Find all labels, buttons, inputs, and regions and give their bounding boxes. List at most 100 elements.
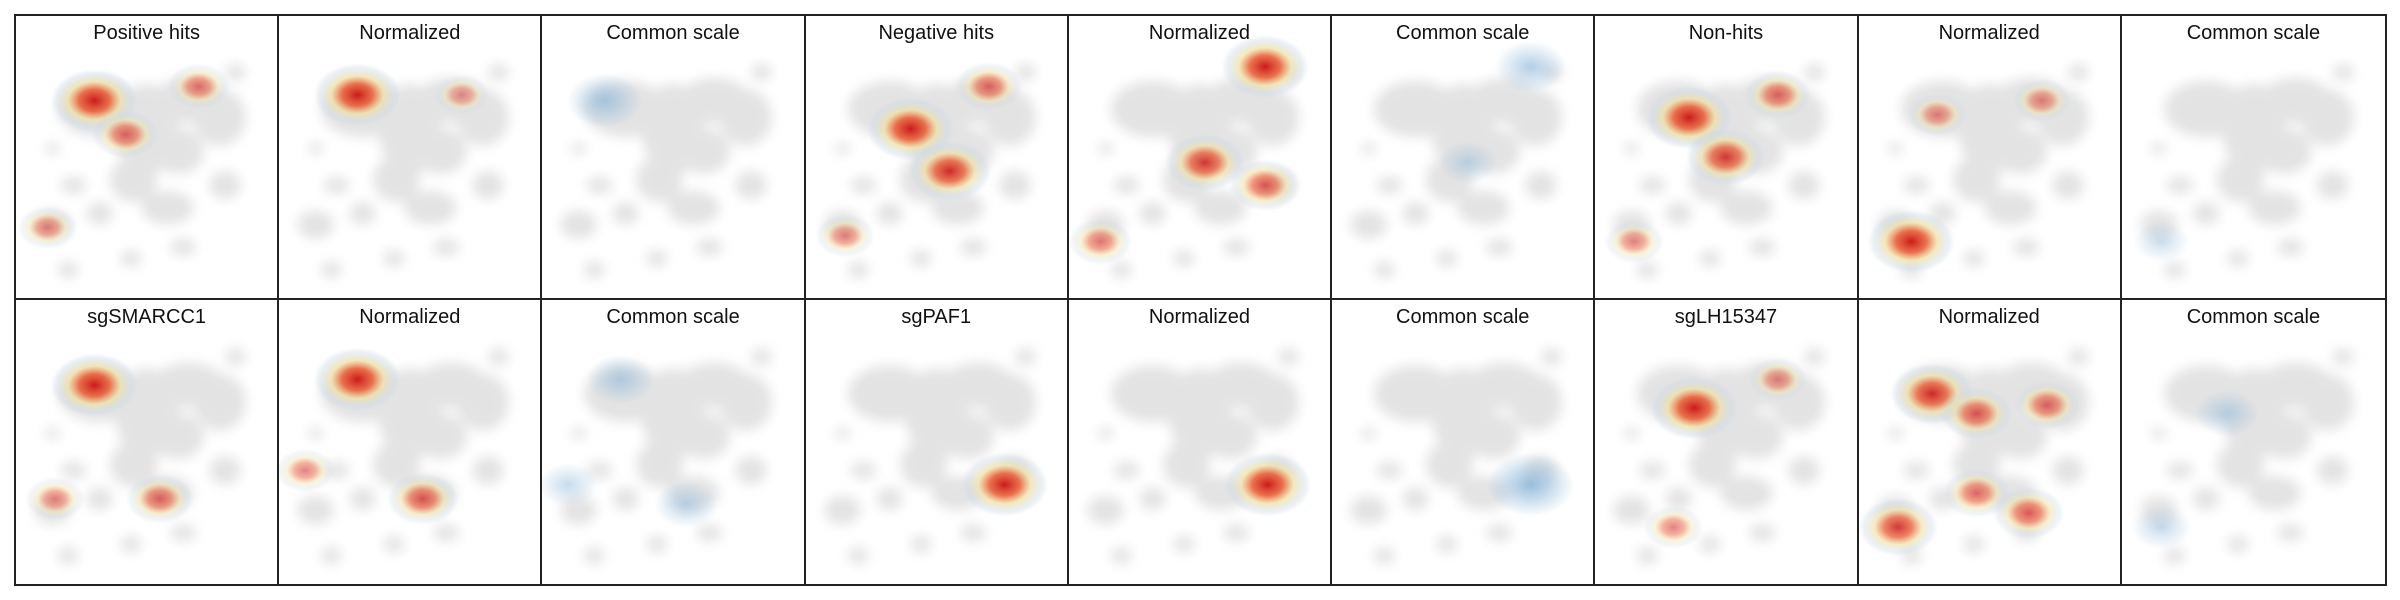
density-panel: Common scale — [2121, 16, 2385, 300]
cell-cluster — [373, 157, 421, 203]
cell-cluster — [1731, 413, 1784, 460]
cell-cluster — [1887, 142, 1903, 155]
cell-cluster — [1699, 250, 1721, 267]
density-panel: Positive hits — [16, 16, 280, 300]
cell-cluster — [1204, 413, 1257, 460]
density-hotspot — [1858, 498, 1938, 557]
cell-cluster — [2248, 190, 2301, 225]
cell-cluster — [1639, 461, 1666, 479]
cell-cluster — [678, 413, 731, 460]
cell-cluster — [1376, 461, 1403, 479]
cell-cluster — [488, 348, 510, 366]
cell-cluster — [456, 373, 510, 431]
cell-cluster — [349, 202, 376, 225]
cell-cluster — [1373, 261, 1395, 279]
cell-cluster — [560, 210, 598, 239]
cell-cluster — [1665, 487, 1692, 511]
panel-title: sgLH15347 — [1674, 306, 1778, 328]
cell-cluster — [2150, 427, 2167, 440]
density-hotspot — [1906, 92, 1967, 137]
density-panel: Common scale — [1332, 300, 1596, 584]
umap-density-grid: Positive hits Normalized Common scale Negat… — [14, 14, 2387, 586]
cell-cluster — [636, 157, 684, 203]
cell-cloud — [823, 348, 1036, 565]
cell-cluster — [2192, 202, 2220, 225]
cell-cluster — [1360, 427, 1377, 440]
density-panel: sgPAF1 — [805, 300, 1069, 584]
density-panel: Common scale — [1332, 16, 1596, 300]
cell-cluster — [1637, 261, 1659, 279]
cell-cluster — [1457, 190, 1510, 225]
panel-title: Common scale — [606, 306, 740, 328]
cell-cluster — [323, 176, 350, 194]
density-hotspot — [1748, 357, 1809, 402]
cell-cluster — [1162, 442, 1210, 488]
cell-cluster — [151, 128, 205, 174]
cell-cluster — [1467, 413, 1521, 460]
cell-cluster — [636, 442, 684, 488]
cell-cluster — [2258, 128, 2312, 174]
cell-cluster — [2227, 535, 2249, 553]
cell-cluster — [2150, 142, 2167, 155]
density-hotspot — [1604, 219, 1665, 264]
cell-cluster — [1749, 238, 1776, 256]
panel-title: Common scale — [2186, 22, 2321, 44]
density-plot — [279, 347, 510, 565]
density-plot — [1866, 63, 2089, 279]
panel-title: Common scale — [606, 22, 740, 44]
cell-cluster — [1426, 442, 1474, 488]
cell-cluster — [941, 413, 994, 460]
cell-cluster — [1509, 89, 1562, 146]
cell-cluster — [571, 142, 587, 155]
cell-cluster — [488, 63, 510, 81]
cell-cluster — [1720, 476, 1773, 511]
cell-cluster — [110, 442, 158, 488]
cell-cluster — [224, 348, 246, 366]
cell-cluster — [2166, 461, 2193, 479]
cell-cluster — [86, 202, 113, 225]
density-hotspot — [1486, 452, 1575, 517]
density-hotspot — [567, 73, 644, 129]
cell-cluster — [1402, 202, 1429, 225]
cell-cluster — [1097, 427, 1114, 440]
cell-cluster — [2216, 157, 2264, 203]
cell-cluster — [1749, 524, 1776, 542]
panel-title: Normalized — [1938, 306, 2040, 328]
cell-cluster — [209, 456, 241, 485]
cell-cluster — [1788, 456, 1820, 485]
cell-cluster — [584, 547, 606, 565]
density-hotspot — [50, 353, 139, 418]
density-plot — [560, 63, 773, 279]
density-hotspot — [125, 474, 194, 524]
density-panel: sgSMARCC1 — [16, 300, 280, 584]
cell-cluster — [2216, 442, 2264, 488]
cell-cluster — [850, 176, 877, 194]
cell-cluster — [2163, 547, 2185, 565]
cell-cluster — [1087, 495, 1124, 525]
cell-cluster — [57, 261, 79, 279]
cell-cluster — [1637, 547, 1659, 565]
cell-cluster — [998, 171, 1031, 200]
cell-cluster — [678, 128, 731, 174]
cell-cluster — [1689, 442, 1737, 488]
density-panel: Non-hits — [1595, 16, 1859, 300]
cell-cluster — [2051, 171, 2084, 200]
density-hotspot — [2132, 221, 2190, 262]
density-hotspot — [1942, 468, 2011, 518]
density-hotspot — [1437, 140, 1498, 185]
density-hotspot — [954, 61, 1023, 112]
cell-cluster — [1173, 535, 1195, 553]
cell-cluster — [1624, 427, 1640, 440]
cell-cluster — [1246, 89, 1299, 146]
cell-cluster — [1277, 348, 1299, 366]
cell-cluster — [1113, 461, 1140, 479]
cell-cluster — [1699, 535, 1721, 553]
cell-cluster — [584, 261, 606, 279]
density-hotspot — [1940, 387, 2013, 440]
cell-cluster — [1110, 261, 1132, 279]
cell-cluster — [720, 89, 773, 146]
cell-cluster — [2316, 456, 2349, 485]
cell-cluster — [1541, 348, 1562, 366]
cell-cluster — [1486, 238, 1513, 256]
cell-cluster — [297, 210, 335, 239]
